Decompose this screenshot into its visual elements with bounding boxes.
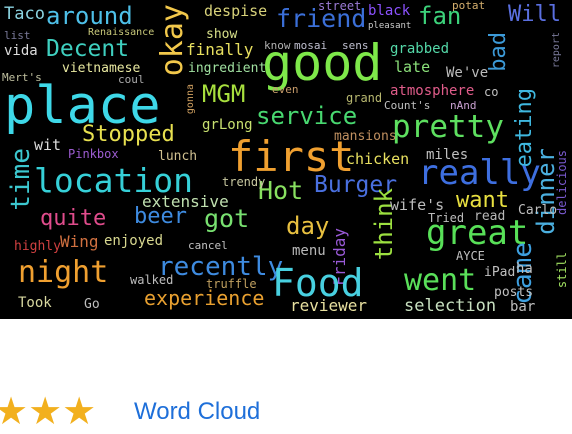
cloud-word: walked <box>130 273 174 287</box>
cloud-word: ingredient <box>188 61 267 76</box>
cloud-word: Carlo <box>518 203 558 218</box>
cloud-word: enjoyed <box>104 233 164 249</box>
cloud-word: first <box>228 132 355 181</box>
cloud-word: iPad <box>484 265 516 280</box>
cloud-word: list <box>4 29 31 42</box>
cloud-word: Wing <box>60 232 99 251</box>
word-cloud-link[interactable]: Word Cloud <box>134 398 261 425</box>
cloud-word: chicken <box>346 150 410 168</box>
cloud-word: Hot <box>258 176 304 205</box>
cloud-word: lunch <box>158 149 198 164</box>
cloud-word: okay <box>155 4 190 77</box>
cloud-word: wit <box>34 136 62 154</box>
cloud-word: ha <box>516 261 533 277</box>
cloud-word: Pinkbox <box>68 147 119 161</box>
cloud-word: bar <box>510 299 536 315</box>
cloud-word: day <box>286 212 330 240</box>
cloud-word: good <box>262 34 383 92</box>
cloud-word: quite <box>40 206 107 231</box>
cloud-word: menu <box>292 243 326 259</box>
cloud-word: black <box>368 3 411 19</box>
cloud-word: mosai <box>294 39 328 52</box>
cloud-word: potat <box>452 0 486 12</box>
cloud-word: Go <box>84 297 100 312</box>
cloud-word: highly <box>14 239 61 254</box>
cloud-word: nAnd <box>450 99 477 112</box>
cloud-word: fan <box>418 2 462 30</box>
cloud-word: Taco <box>4 4 45 24</box>
cloud-word: grabbed <box>390 41 450 57</box>
cloud-word: selection <box>404 296 497 316</box>
cloud-word: around <box>46 2 133 30</box>
cloud-word: wife's <box>390 196 445 214</box>
cloud-word: bad <box>486 32 511 72</box>
cloud-word: Decent <box>46 36 130 62</box>
cloud-word: trendy <box>222 175 266 189</box>
cloud-word: posts <box>494 285 534 300</box>
cloud-word: beer <box>134 204 187 229</box>
cloud-word: service <box>256 102 358 130</box>
cloud-word: reviewer <box>290 296 368 315</box>
cloud-word: truffle <box>206 277 257 291</box>
cloud-word: co <box>484 85 499 99</box>
cloud-word: went <box>404 263 477 298</box>
cloud-word: miles <box>426 147 469 163</box>
cloud-word: street <box>318 0 362 13</box>
cloud-word: vietnamese <box>62 61 141 76</box>
cloud-word: mansions <box>334 129 397 144</box>
cloud-word: time <box>6 148 36 211</box>
cloud-word: extensive <box>142 192 229 211</box>
cloud-word: finally <box>186 40 254 59</box>
cloud-word: want <box>456 188 509 213</box>
cloud-word: Burger <box>314 172 398 198</box>
word-cloud-image: Taco around okay despise friend black pleasant… <box>0 0 572 319</box>
cloud-word: Took <box>18 295 52 311</box>
cloud-word: show <box>206 27 238 42</box>
footer: ★★★ Word Cloud <box>0 386 572 434</box>
cloud-word: report <box>551 32 562 69</box>
cloud-word: great <box>426 213 529 253</box>
cloud-word: recently <box>158 252 284 282</box>
cloud-word: pleasant <box>368 21 412 31</box>
cloud-word: grLong <box>202 117 253 133</box>
cloud-word: Mert's <box>2 71 42 84</box>
cloud-word: Food <box>272 261 364 305</box>
cloud-word: place <box>4 76 161 136</box>
rating-stars: ★★★ <box>0 389 97 433</box>
cloud-word: experience <box>144 286 265 310</box>
cloud-word: even <box>272 83 299 96</box>
cloud-word: read <box>474 209 506 224</box>
cloud-word: Renaissance <box>88 27 155 38</box>
cloud-word: despise <box>204 2 268 20</box>
cloud-word: got <box>204 204 250 233</box>
cloud-word: Count's <box>384 99 431 112</box>
cloud-word: delicious <box>555 150 569 216</box>
cloud-word: know <box>264 39 291 52</box>
cloud-word: Will <box>508 2 561 27</box>
cloud-word: gonna <box>185 84 196 115</box>
cloud-word: grand <box>346 91 383 105</box>
cloud-word: vida <box>4 43 38 59</box>
cloud-word: cancel <box>188 239 228 252</box>
cloud-word: We've <box>446 65 489 81</box>
cloud-word: AYCE <box>456 249 485 263</box>
cloud-word: friend <box>276 4 367 33</box>
cloud-word: sens <box>342 39 369 52</box>
cloud-word: MGM <box>202 80 246 108</box>
cloud-word: still <box>555 252 569 289</box>
cloud-word: Tried <box>428 211 465 225</box>
cloud-word: pretty <box>392 109 504 145</box>
cloud-word: night <box>18 255 109 290</box>
cloud-word: Stopped <box>82 122 175 147</box>
cloud-word: late <box>394 58 431 76</box>
cloud-word: coul <box>118 73 145 86</box>
cloud-word: location <box>34 161 193 200</box>
cloud-word: really <box>418 153 541 193</box>
cloud-word: atmosphere <box>390 83 475 99</box>
